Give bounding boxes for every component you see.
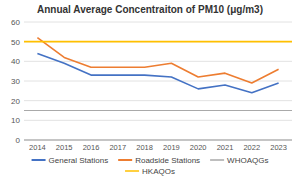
legend-item: Roadside Stations [118,156,200,165]
legend-swatch [118,159,132,161]
x-tick-label: 2019 [163,143,180,152]
series-line [37,53,278,92]
chart-container: Annual Average Concentraiton of PM10 (μg… [0,0,300,178]
x-tick-label: 2016 [83,143,100,152]
reference-line [24,41,292,43]
chart: Annual Average Concentraiton of PM10 (μg… [0,0,300,178]
x-tick-label: 2023 [270,143,287,152]
grid-line [24,120,292,121]
legend-swatch [32,159,46,161]
title: Annual Average Concentraiton of PM10 (μg… [37,4,263,15]
legend-item: HKAQOs [125,167,175,176]
y-tick-label: 50 [11,38,20,47]
legend-label: HKAQOs [142,167,175,176]
x-tick-label: 2022 [243,143,260,152]
x-tick-label: 2018 [136,143,153,152]
page: Chart html, body { margin: 0; padding: 0… [0,0,300,178]
grid-line [24,22,292,23]
page-body: {"chart_data": {"type": "line", "title":… [0,0,300,178]
marks [24,38,292,111]
grid [24,22,292,140]
x-tick-label: 2021 [217,143,234,152]
y-tick-label: 60 [11,18,20,27]
y-tick-label: 20 [11,97,20,106]
y-tick-label: 10 [11,116,20,125]
legend-item: WHOAQGs [210,156,268,165]
legend-item: General Stations [32,156,109,165]
grid-line [24,81,292,82]
grid-line [24,61,292,62]
legend-swatch [125,170,139,172]
x-axis-line [24,140,292,141]
x-axis: 2014 2015 2016 2017 2018 2019 2020 2021 2022 2023 [24,140,292,152]
legend-swatch [210,159,224,161]
legend-label: Roadside Stations [135,156,200,165]
legend: General Stations Roadside Stations WHOAQGs… [32,156,269,176]
series-line [37,38,278,83]
x-tick-label: 2014 [29,143,46,152]
y-tick-label: 40 [11,57,20,66]
grid-line [24,100,292,101]
grid-line [24,140,292,141]
x-tick-label: 2015 [56,143,73,152]
legend-label: General Stations [49,156,109,165]
y-tick-label: 30 [11,77,20,86]
legend-label: WHOAQGs [227,156,268,165]
grid-line [24,41,292,42]
y-tick-label: 0 [16,136,21,145]
x-tick-label: 2020 [190,143,207,152]
y-axis: 0 10 20 30 40 50 60 [11,18,20,145]
x-tick-label: 2017 [109,143,126,152]
reference-line [24,110,292,111]
